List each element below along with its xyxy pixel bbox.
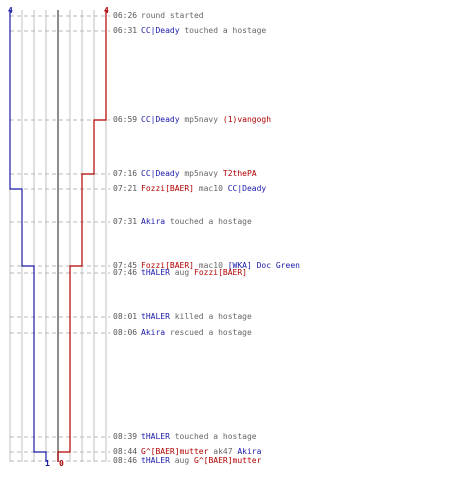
player-name: CC|Deady: [141, 169, 180, 178]
event-action-text: aug: [169, 456, 194, 465]
event-description: CC|Deady mp5navy T2thePA: [141, 169, 257, 179]
event-description: tHALER killed a hostage: [141, 312, 252, 322]
event-time: 06:59: [113, 115, 138, 124]
event-time: 06:31: [113, 26, 138, 35]
player-name: [WKA] Doc Green: [227, 261, 300, 270]
player-name: Fozzi[BAER]: [141, 261, 194, 270]
player-name: G^[BAER]mutter: [194, 456, 262, 465]
t-start-count: 4: [104, 6, 109, 15]
event-time: 08:06: [113, 328, 138, 337]
event-description: CC|Deady mp5navy (1)vangogh: [141, 115, 271, 125]
event-description: G^[BAER]mutter ak47 Akira: [141, 447, 261, 457]
event-time: 08:46: [113, 456, 138, 465]
event-description: CC|Deady touched a hostage: [141, 26, 266, 36]
player-name: tHALER: [141, 268, 170, 277]
event-description: tHALER aug G^[BAER]mutter: [141, 456, 261, 466]
event-action-text: aug: [169, 268, 194, 277]
event-time: 06:26: [113, 11, 138, 20]
event-time: 07:21: [113, 184, 138, 193]
player-name: Akira: [141, 328, 166, 337]
player-count-grid: [9, 10, 107, 462]
player-name: Akira: [141, 217, 166, 226]
event-action-text: touched a hostage: [165, 217, 252, 226]
player-name: tHALER: [141, 312, 170, 321]
event-description: Fozzi[BAER] mac10 CC|Deady: [141, 184, 266, 194]
event-description: round started: [141, 11, 204, 21]
player-name: CC|Deady: [141, 115, 180, 124]
event-time: 08:44: [113, 447, 138, 456]
event-action-text: ak47: [208, 447, 238, 456]
event-action-text: round started: [141, 11, 204, 20]
event-description: Akira touched a hostage: [141, 217, 252, 227]
player-name: tHALER: [141, 432, 170, 441]
event-description: Akira rescued a hostage: [141, 328, 252, 338]
ct-end-count: 1: [45, 459, 50, 468]
player-name: CC|Deady: [227, 184, 267, 193]
event-guide-lines: [10, 15, 110, 462]
event-description: tHALER aug Fozzi[BAER]: [141, 268, 247, 278]
event-time: 07:31: [113, 217, 138, 226]
player-name: Fozzi[BAER]: [141, 184, 194, 193]
player-name: T2thePA: [222, 169, 257, 178]
event-action-text: mac10: [193, 261, 228, 270]
t-team-alive-line: [57, 10, 107, 462]
event-description: Fozzi[BAER] mac10 [WKA] Doc Green: [141, 261, 300, 271]
event-action-text: mp5navy: [179, 115, 223, 124]
event-action-text: mp5navy: [179, 169, 223, 178]
event-action-text: touched a hostage: [169, 432, 257, 441]
event-time: 07:46: [113, 268, 138, 277]
event-action-text: mac10: [193, 184, 228, 193]
event-time: 08:01: [113, 312, 138, 321]
player-name: Akira: [237, 447, 262, 456]
player-name: G^[BAER]mutter: [141, 447, 209, 456]
player-name: tHALER: [141, 456, 170, 465]
event-time: 07:16: [113, 169, 138, 178]
player-name: (1)vangogh: [222, 115, 272, 124]
ct-team-alive-line: [9, 10, 47, 462]
player-name: Fozzi[BAER]: [194, 268, 247, 277]
t-end-count: 0: [59, 459, 64, 468]
event-description: tHALER touched a hostage: [141, 432, 257, 442]
ct-start-count: 4: [8, 6, 13, 15]
event-time: 08:39: [113, 432, 138, 441]
event-action-text: rescued a hostage: [165, 328, 252, 337]
event-action-text: touched a hostage: [179, 26, 267, 35]
event-time: 07:45: [113, 261, 138, 270]
event-action-text: killed a hostage: [169, 312, 252, 321]
player-name: CC|Deady: [141, 26, 180, 35]
